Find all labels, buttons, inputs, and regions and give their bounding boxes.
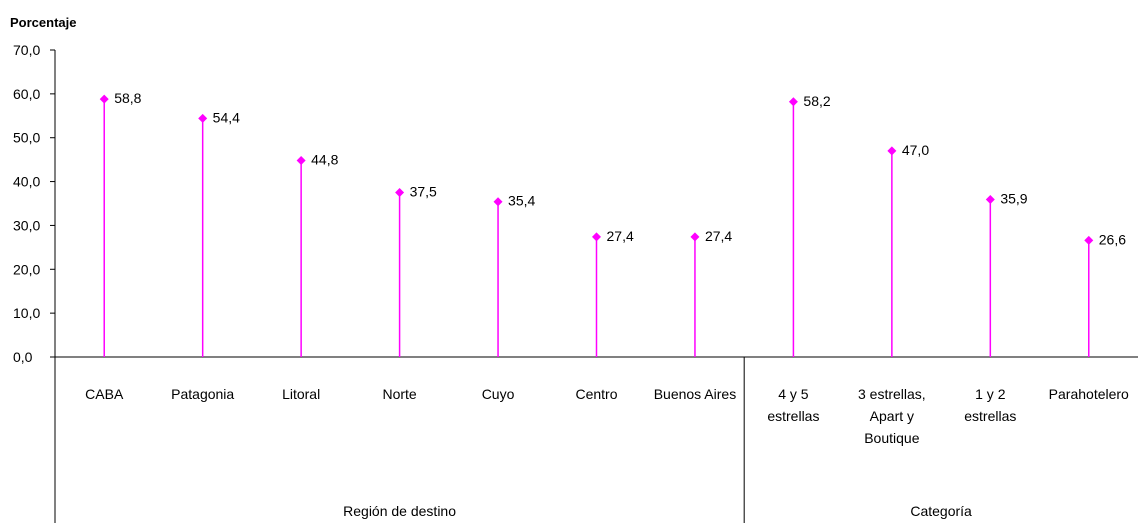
x-tick-label: CABA	[85, 386, 124, 402]
x-tick-label: estrellas	[964, 408, 1016, 424]
data-label: 54,4	[213, 109, 240, 125]
x-tick-label: estrellas	[767, 408, 819, 424]
data-point	[985, 195, 995, 205]
y-tick-label: 30,0	[13, 217, 40, 233]
x-tick-label: Buenos Aires	[654, 386, 737, 402]
y-tick-label: 0,0	[13, 349, 33, 365]
x-tick-label: Patagonia	[171, 386, 234, 402]
data-label: 35,4	[508, 193, 535, 209]
y-tick-label: 10,0	[13, 305, 40, 321]
data-label: 26,6	[1099, 231, 1126, 247]
x-tick-label: 4 y 5	[778, 386, 809, 402]
y-tick-label: 60,0	[13, 86, 40, 102]
data-label: 58,2	[803, 93, 830, 109]
data-label: 27,4	[607, 228, 634, 244]
data-label: 37,5	[410, 184, 437, 200]
data-point	[198, 113, 208, 123]
x-tick-label: Centro	[575, 386, 617, 402]
x-tick-label: Litoral	[282, 386, 320, 402]
y-tick-label: 50,0	[13, 130, 40, 146]
data-point	[99, 94, 109, 104]
x-tick-label: Boutique	[864, 430, 919, 446]
x-tick-label: Cuyo	[482, 386, 515, 402]
data-point	[592, 232, 601, 242]
x-tick-label: Parahotelero	[1049, 386, 1129, 402]
data-label: 44,8	[311, 152, 338, 168]
data-label: 27,4	[705, 228, 732, 244]
data-point	[296, 156, 306, 166]
data-point	[395, 188, 405, 198]
data-label: 35,9	[1000, 191, 1027, 207]
group-label: Categoría	[910, 503, 972, 519]
y-tick-label: 70,0	[13, 42, 40, 58]
data-point	[1084, 235, 1094, 245]
x-tick-label: Apart y	[870, 408, 914, 424]
y-tick-label: 20,0	[13, 261, 40, 277]
data-label: 58,8	[114, 90, 141, 106]
x-tick-label: Norte	[382, 386, 416, 402]
data-point	[493, 197, 503, 207]
data-point	[788, 97, 798, 107]
group-label: Región de destino	[343, 503, 456, 519]
data-label: 47,0	[902, 142, 929, 158]
y-tick-label: 40,0	[13, 174, 40, 190]
y-axis-title: Porcentaje	[10, 15, 76, 30]
data-point	[690, 232, 700, 242]
x-tick-label: 1 y 2	[975, 386, 1006, 402]
data-point	[887, 146, 897, 156]
x-tick-label: 3 estrellas,	[858, 386, 926, 402]
